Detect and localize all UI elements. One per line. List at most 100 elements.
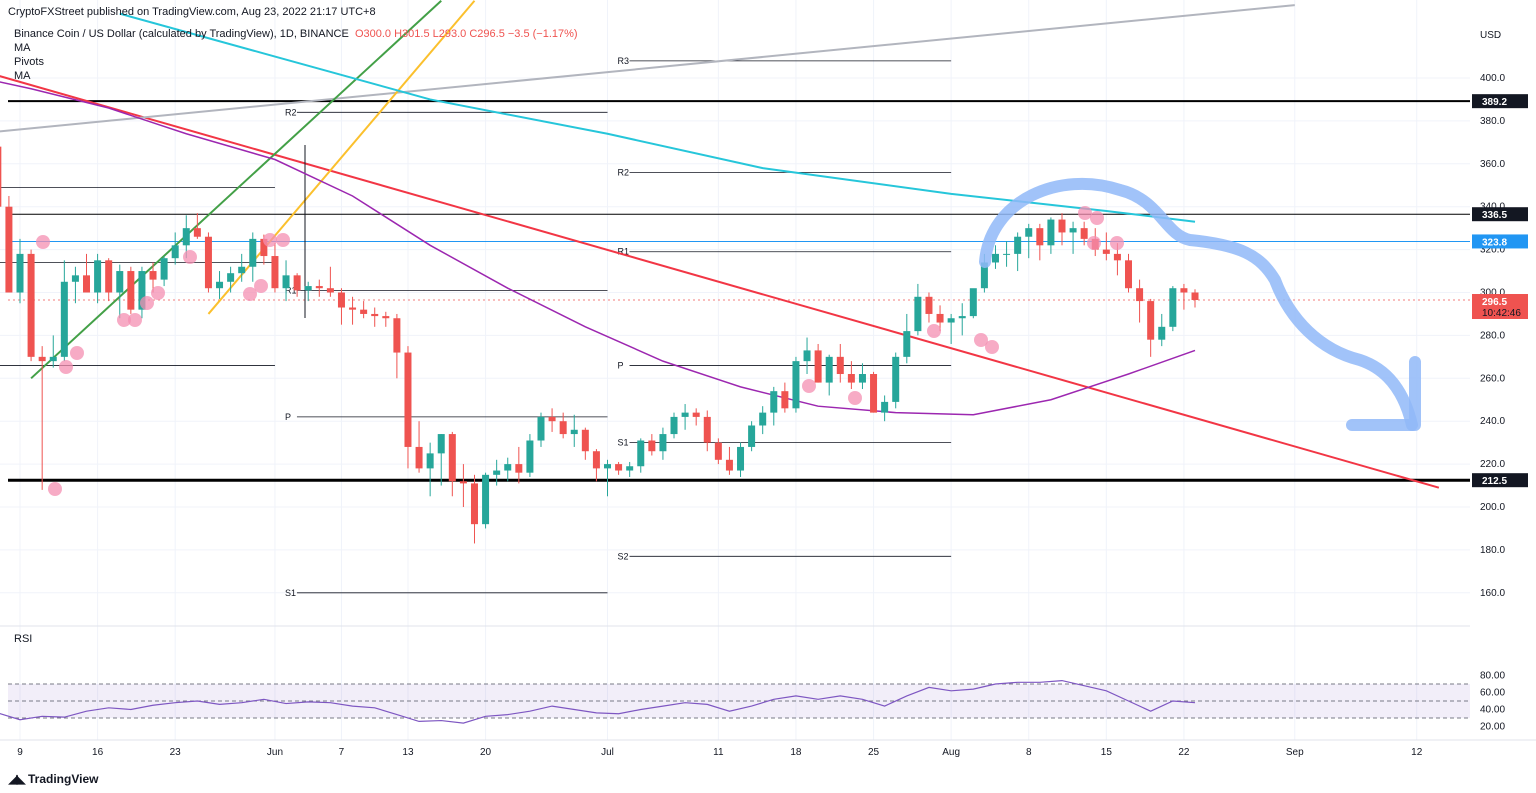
time-axis[interactable]: 9 16 23 Jun 7 13 20 Jul 11 18 25 Aug 8 15 22 Sep 12: [0, 739, 1536, 758]
candle-body: [969, 288, 977, 317]
price-axis[interactable]: USD 160.0 180.0 200.0 220.0 240.0 260.0 280.0 30…: [1470, 0, 1536, 793]
time-tick-label: 15: [1101, 747, 1113, 758]
legend-ma-1[interactable]: MA: [14, 42, 31, 54]
candle-body: [71, 275, 79, 282]
candle-body: [515, 464, 523, 473]
last-price-label: 296.5: [1482, 297, 1507, 308]
candle: [714, 438, 722, 465]
candle-body: [792, 361, 800, 409]
candle-body: [781, 391, 789, 409]
candle: [38, 346, 46, 490]
candle: [548, 408, 556, 432]
time-tick-label: Sep: [1286, 747, 1304, 758]
candle: [737, 442, 745, 477]
candle: [814, 343, 822, 383]
candle: [703, 410, 711, 452]
candle-body: [1003, 253, 1011, 255]
candle: [659, 427, 667, 460]
candle-body: [393, 318, 401, 353]
candle: [360, 301, 368, 319]
candle-body: [714, 442, 722, 460]
candle: [1136, 279, 1144, 323]
candle-body: [1158, 326, 1166, 340]
candle: [570, 414, 578, 447]
legend-ma-2[interactable]: MA: [14, 70, 31, 82]
highlight-marker: [70, 346, 84, 360]
candle: [781, 382, 789, 413]
candle: [204, 232, 212, 293]
candle: [83, 253, 91, 293]
candle: [127, 266, 135, 314]
candle: [404, 346, 412, 469]
candle-body: [870, 374, 878, 413]
time-tick-label: 23: [170, 747, 182, 758]
candle: [349, 296, 357, 325]
candle: [304, 281, 312, 302]
candle-body: [903, 331, 911, 357]
candle: [393, 313, 401, 379]
candle-body: [349, 307, 357, 310]
candle: [193, 213, 201, 239]
candle: [559, 412, 567, 439]
pivot-label: S1: [618, 438, 629, 448]
legend-pivots[interactable]: Pivots: [14, 56, 44, 68]
highlight-marker: [927, 324, 941, 338]
candle: [238, 253, 246, 282]
tradingview-logo[interactable]: ◢◣ TradingView: [8, 771, 98, 787]
candle: [1102, 232, 1110, 261]
highlight-marker: [254, 279, 268, 293]
candle-body: [138, 271, 146, 310]
candle-body: [105, 260, 113, 293]
pivot-label: R2: [618, 167, 630, 177]
candle: [459, 464, 467, 507]
countdown-label: 10:42:46: [1482, 308, 1521, 319]
candle: [171, 232, 179, 265]
candle: [493, 459, 501, 486]
trendline-grey: [0, 4, 1295, 133]
level-tag-label: 323.8: [1482, 237, 1507, 248]
candle: [626, 461, 634, 477]
candle-body: [548, 416, 556, 422]
candle-body: [559, 421, 567, 435]
candle-body: [958, 316, 966, 319]
candle: [16, 238, 24, 304]
price-tick-label: 400.0: [1480, 73, 1505, 84]
candle: [748, 421, 756, 452]
candle: [903, 313, 911, 364]
candle: [249, 232, 257, 282]
legend-rsi[interactable]: RSI: [14, 633, 33, 645]
candle-body: [437, 434, 445, 454]
candle-body: [692, 412, 700, 417]
candle-body: [448, 434, 456, 482]
pivot-label: R1: [285, 285, 297, 295]
candle-body: [1125, 260, 1132, 289]
candle-body: [493, 470, 501, 475]
time-tick-label: 9: [17, 747, 23, 758]
candle: [792, 356, 800, 413]
candle: [681, 404, 689, 430]
candle-body: [947, 318, 955, 323]
candle: [1047, 217, 1055, 254]
price-tick-label: 280.0: [1480, 330, 1505, 341]
candle-body: [737, 446, 745, 471]
candle: [1080, 221, 1088, 246]
candle: [415, 421, 423, 473]
candle-body: [171, 245, 179, 259]
candle: [94, 253, 102, 304]
candle-body: [470, 483, 478, 525]
candle: [1058, 213, 1066, 246]
candle-body: [5, 206, 13, 293]
candle: [670, 412, 678, 439]
candle-body: [659, 434, 667, 452]
level-tag: [1472, 234, 1528, 249]
price-tick-label: 320.0: [1480, 245, 1505, 256]
rsi-tick-label: 60.00: [1480, 688, 1505, 699]
candle-body: [570, 429, 578, 435]
candle: [537, 412, 545, 447]
rsi-tick-label: 40.00: [1480, 705, 1505, 716]
candlesticks: [0, 146, 1199, 544]
level-tag: [1472, 473, 1528, 488]
symbol-line[interactable]: Binance Coin / US Dollar (calculated by …: [14, 27, 578, 41]
candle: [482, 472, 490, 529]
